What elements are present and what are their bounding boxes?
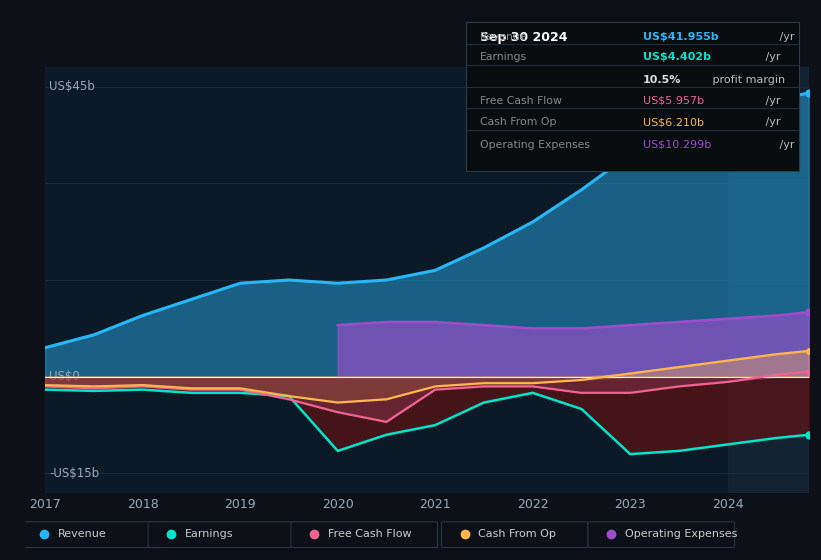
- Text: Cash From Op: Cash From Op: [479, 118, 556, 127]
- Text: /yr: /yr: [776, 32, 794, 42]
- Text: /yr: /yr: [762, 52, 781, 62]
- Text: /yr: /yr: [776, 139, 794, 150]
- Text: Earnings: Earnings: [186, 529, 234, 539]
- Text: Revenue: Revenue: [479, 32, 527, 42]
- Text: /yr: /yr: [762, 118, 781, 127]
- Text: US$41.955b: US$41.955b: [643, 32, 718, 42]
- Text: US$6.210b: US$6.210b: [643, 118, 704, 127]
- Text: Free Cash Flow: Free Cash Flow: [479, 96, 562, 106]
- Text: profit margin: profit margin: [709, 75, 785, 85]
- FancyBboxPatch shape: [442, 522, 588, 548]
- Text: /yr: /yr: [762, 96, 781, 106]
- Text: US$5.957b: US$5.957b: [643, 96, 704, 106]
- FancyBboxPatch shape: [21, 522, 167, 548]
- Text: Sep 30 2024: Sep 30 2024: [479, 31, 567, 44]
- Text: US$10.299b: US$10.299b: [643, 139, 711, 150]
- Text: Cash From Op: Cash From Op: [479, 529, 557, 539]
- Text: Operating Expenses: Operating Expenses: [625, 529, 737, 539]
- FancyBboxPatch shape: [291, 522, 438, 548]
- Text: US$45b: US$45b: [49, 80, 94, 93]
- Text: Free Cash Flow: Free Cash Flow: [328, 529, 411, 539]
- Text: Revenue: Revenue: [57, 529, 107, 539]
- FancyBboxPatch shape: [588, 522, 735, 548]
- Text: Operating Expenses: Operating Expenses: [479, 139, 589, 150]
- Text: Earnings: Earnings: [479, 52, 527, 62]
- Text: 10.5%: 10.5%: [643, 75, 681, 85]
- FancyBboxPatch shape: [148, 522, 295, 548]
- Bar: [727, 67, 809, 493]
- Text: US$0: US$0: [49, 370, 80, 383]
- Text: US$4.402b: US$4.402b: [643, 52, 710, 62]
- Text: -US$15b: -US$15b: [49, 467, 99, 480]
